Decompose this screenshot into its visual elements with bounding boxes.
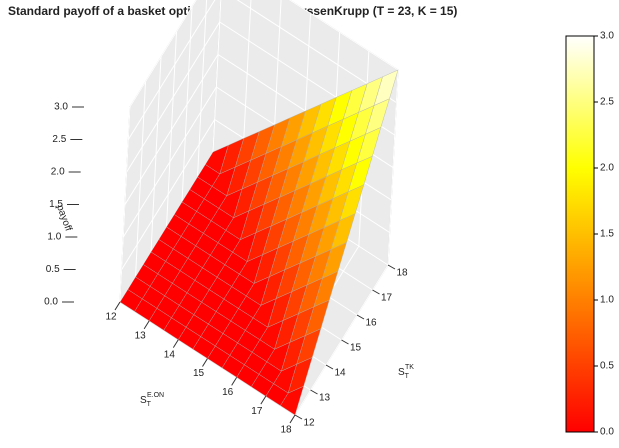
x-tick [231, 377, 238, 386]
y-tick-label: 17 [381, 293, 393, 304]
grid-line [124, 54, 219, 205]
x-tick-label: 12 [105, 312, 117, 323]
y-tick [294, 414, 303, 420]
x-tick-label: 17 [251, 406, 263, 417]
colorbar-tick-label: 2.0 [600, 163, 614, 174]
z-axis-title: payoff [54, 203, 74, 232]
z-tick-label: 0.0 [44, 297, 58, 308]
x-tick [260, 395, 267, 405]
y-tick-label: 12 [303, 418, 315, 429]
z-tick-label: 2.5 [52, 134, 66, 145]
x-tick [114, 301, 121, 311]
axis-title: ST TK [398, 364, 414, 380]
x-tick-label: 13 [135, 330, 147, 341]
z-tick-label: 1.0 [47, 232, 61, 243]
y-tick [325, 364, 334, 370]
axis-title-sup: TK [405, 364, 414, 371]
y-tick [310, 389, 318, 395]
axis-title-main: S [398, 367, 405, 378]
z-tick-label: 0.5 [46, 264, 60, 275]
y-tick [372, 289, 380, 295]
grid-line [126, 21, 221, 173]
axis-title-sub: T [147, 401, 152, 408]
axis-title: ST E.ON [140, 392, 164, 408]
axis-title-main: S [140, 395, 147, 406]
x-tick [289, 414, 296, 424]
x-tick-label: 15 [193, 368, 205, 379]
colorbar-tick-label: 3.0 [600, 31, 614, 42]
colorbar-tick-label: 1.5 [600, 229, 614, 240]
x-tick [172, 339, 179, 348]
z-tick-label: 2.0 [51, 167, 65, 178]
axis-title-sup: E.ON [147, 392, 164, 399]
colorbar [565, 35, 595, 433]
axis-title-sub: T [405, 373, 410, 380]
grid-line [127, 0, 216, 140]
x-tick [143, 320, 150, 330]
x-tick-label: 14 [164, 349, 176, 360]
y-tick-label: 16 [365, 318, 377, 329]
x-tick-label: 18 [280, 425, 292, 436]
y-tick-label: 13 [319, 393, 331, 404]
y-tick [356, 314, 365, 320]
y-tick [341, 339, 349, 345]
colorbar-tick-label: 0.5 [600, 361, 614, 372]
x-tick [202, 358, 208, 367]
colorbar-tick-label: 2.5 [600, 97, 614, 108]
surface-facet [280, 385, 304, 416]
grid-line [129, 0, 197, 108]
x-tick-label: 16 [222, 387, 234, 398]
y-tick-label: 18 [396, 268, 408, 279]
grid-line [288, 0, 399, 71]
y-tick [387, 264, 396, 270]
colorbar-tick-label: 0.0 [600, 427, 614, 438]
y-tick-label: 14 [334, 368, 346, 379]
y-tick-label: 15 [350, 343, 362, 354]
grid-line [122, 86, 217, 238]
colorbar-tick-label: 1.0 [600, 295, 614, 306]
z-tick-label: 3.0 [54, 102, 68, 113]
z-tick-label: 1.5 [49, 199, 63, 210]
grid-line [121, 119, 216, 270]
